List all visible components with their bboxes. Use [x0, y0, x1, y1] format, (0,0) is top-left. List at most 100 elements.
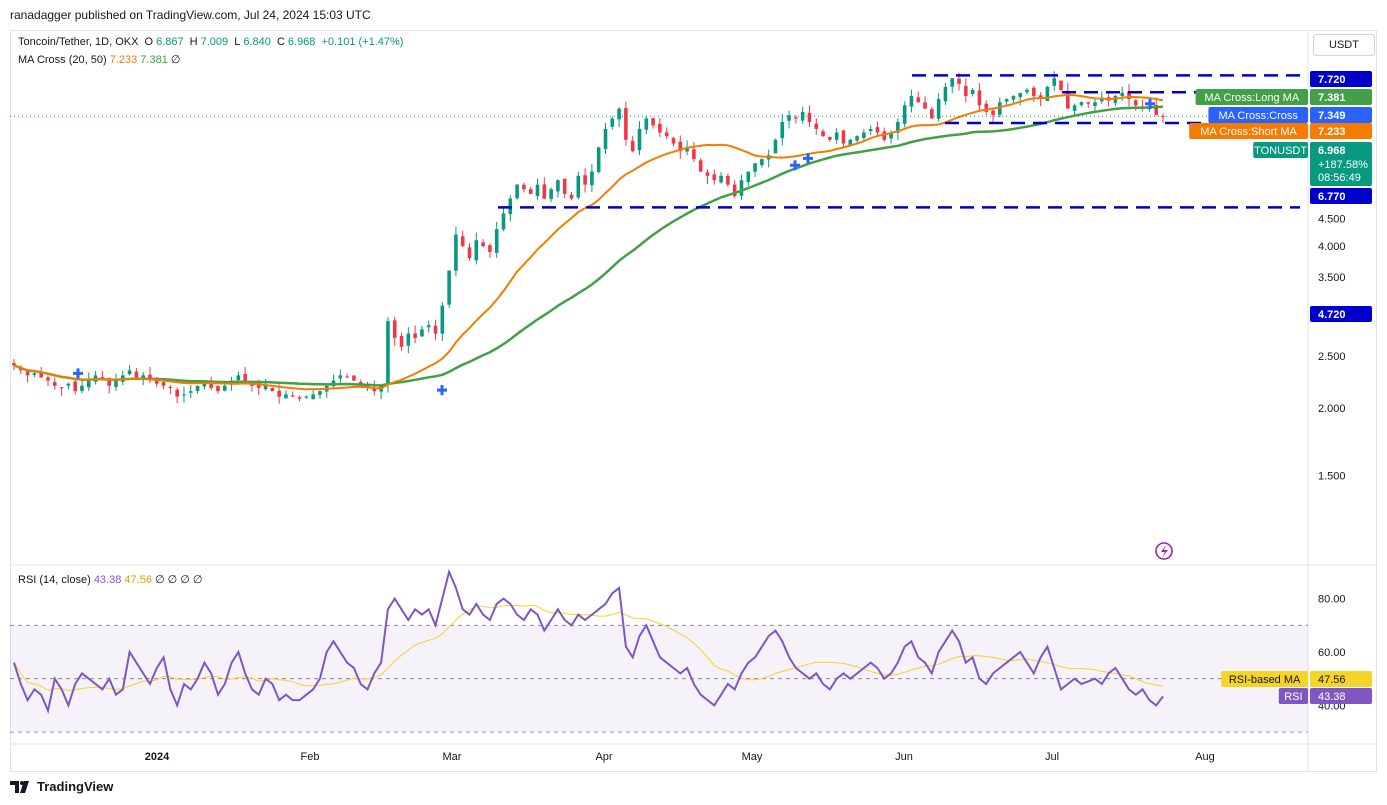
- rsi-axis-badge: [1310, 671, 1372, 687]
- candle-body: [134, 371, 139, 378]
- candle-body: [658, 123, 662, 133]
- candle-body: [603, 128, 608, 150]
- candle-body: [984, 103, 989, 112]
- footer-brand-text: TradingView: [37, 779, 114, 794]
- rsi-axis-tag: [1221, 671, 1308, 687]
- candle-body: [1052, 78, 1057, 86]
- candle-body: [739, 180, 744, 196]
- candle-body: [1025, 89, 1029, 93]
- rsi-tick-label: 80.00: [1318, 594, 1346, 606]
- candle-body: [1127, 91, 1131, 100]
- candle-body: [1045, 86, 1050, 101]
- currency-button[interactable]: USDT: [1313, 34, 1375, 56]
- candle-body: [726, 175, 730, 185]
- candle-body: [338, 375, 343, 379]
- candle-body: [12, 363, 16, 366]
- candle-body: [909, 95, 914, 107]
- high-label: H: [189, 36, 198, 48]
- candle-body: [392, 320, 397, 338]
- price-axis-badge: [1310, 123, 1372, 139]
- candle-body: [127, 370, 132, 375]
- candle-body: [284, 394, 288, 399]
- candle-body: [807, 112, 812, 122]
- candle-body: [916, 97, 921, 103]
- candle-body: [161, 382, 166, 386]
- price-axis-tag: [1253, 142, 1308, 158]
- rsi-value: 43.38: [93, 574, 122, 586]
- ma-legend[interactable]: MA Cross (20, 50) 7.233 7.381 ∅: [18, 53, 180, 66]
- rsi-axis-badge: [1310, 688, 1372, 704]
- tradingview-logo-icon: [10, 780, 29, 793]
- candle-body: [977, 90, 982, 106]
- price-axis-badge-value: 4.720: [1318, 309, 1346, 321]
- candle-body: [447, 270, 451, 305]
- price-axis-badge: [1310, 188, 1372, 204]
- candle-body: [882, 131, 887, 140]
- price-axis-badge: [1310, 306, 1372, 322]
- candle-body: [1100, 99, 1104, 102]
- candle-body: [494, 229, 499, 253]
- price-axis-badge: [1310, 107, 1372, 123]
- candle-body: [630, 140, 635, 152]
- candle-body: [426, 325, 431, 328]
- ma-title: MA Cross (20, 50): [18, 54, 107, 66]
- candle-body: [515, 184, 519, 199]
- candle-body: [964, 85, 968, 96]
- price-tick-label: 4.000: [1318, 241, 1346, 253]
- candle-body: [481, 242, 485, 247]
- candle-body: [576, 175, 581, 198]
- candle-body: [501, 213, 506, 230]
- candle-body: [760, 159, 764, 166]
- rsi-axis-tag-label: RSI: [1284, 691, 1302, 703]
- price-axis-tag: [1189, 123, 1308, 139]
- candle-body: [848, 139, 853, 146]
- high-value: 7.009: [200, 36, 229, 48]
- candle-body: [583, 175, 587, 185]
- candle-body: [168, 386, 173, 388]
- price-axis-tag-label: MA Cross:Long MA: [1204, 92, 1299, 104]
- price-tick-label: 3.500: [1318, 272, 1346, 284]
- candle-body: [664, 132, 669, 137]
- candle-body: [889, 132, 893, 139]
- candle-body: [175, 389, 179, 397]
- candle-body: [712, 174, 717, 181]
- price-axis-badge-value: 7.720: [1318, 74, 1346, 86]
- candle-body: [86, 380, 91, 388]
- ma-cross-marker: [1145, 98, 1155, 109]
- candle-body: [794, 117, 798, 119]
- candle-body: [746, 171, 751, 183]
- candle-body: [617, 108, 621, 120]
- candle-body: [100, 377, 105, 379]
- candle-body: [195, 385, 200, 391]
- price-axis-tag: [1208, 107, 1308, 123]
- candle-body: [188, 391, 193, 393]
- candle-body: [556, 180, 560, 192]
- price-axis-badge: [1310, 71, 1372, 87]
- candle-body: [80, 385, 84, 391]
- candle-body: [114, 380, 118, 387]
- candle-body: [66, 383, 71, 386]
- candle-body: [590, 171, 594, 186]
- rsi-legend[interactable]: RSI (14, close) 43.38 47.56 ∅ ∅ ∅ ∅: [18, 573, 203, 586]
- candle-body: [787, 115, 791, 121]
- footer-brand[interactable]: TradingView: [10, 779, 113, 794]
- alert-icon-bolt: [1161, 545, 1168, 558]
- candle-body: [780, 121, 785, 139]
- candle-body: [1032, 87, 1036, 96]
- candle-body: [488, 245, 492, 252]
- candle-body: [936, 99, 941, 119]
- rsi-ma-value: 47.56: [124, 574, 152, 586]
- candle-body: [685, 147, 689, 152]
- candle-body: [841, 130, 846, 144]
- candle-body: [236, 375, 241, 381]
- price-axis-badge-value: 6.770: [1318, 191, 1346, 203]
- price-axis-tag-label: MA Cross:Cross: [1218, 110, 1298, 122]
- candle-body: [209, 382, 213, 388]
- candle-body: [970, 89, 975, 94]
- rsi-axis-badge-value: 47.56: [1318, 674, 1346, 686]
- candle-body: [304, 396, 309, 398]
- ma-long-value: 7.381: [140, 54, 168, 66]
- rsi-title: RSI (14, close): [18, 574, 91, 586]
